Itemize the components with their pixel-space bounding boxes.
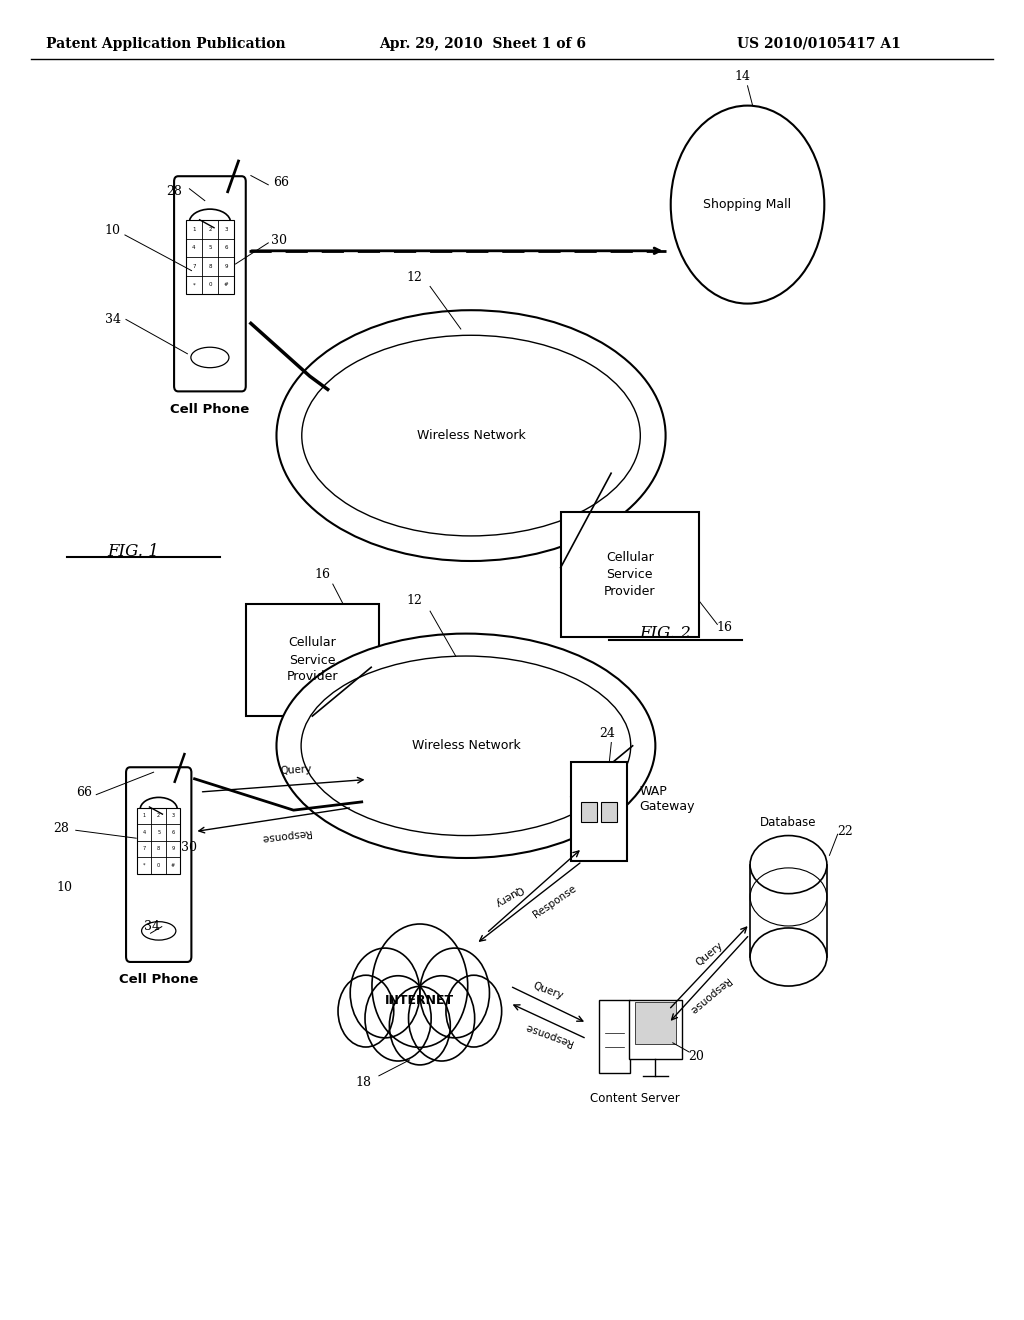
Text: 5: 5 (157, 830, 161, 834)
Text: Cell Phone: Cell Phone (170, 403, 250, 416)
Bar (601, 801, 617, 822)
Ellipse shape (190, 347, 229, 368)
Text: *: * (193, 282, 196, 288)
Text: 3: 3 (172, 813, 175, 818)
Text: Response: Response (260, 828, 311, 843)
Circle shape (389, 986, 451, 1065)
Text: 30: 30 (270, 234, 287, 247)
Text: Query: Query (493, 883, 525, 908)
Text: INTERNET: INTERNET (385, 994, 455, 1007)
Text: 2: 2 (208, 227, 212, 232)
Text: US 2010/0105417 A1: US 2010/0105417 A1 (737, 37, 901, 50)
Text: Wireless Network: Wireless Network (412, 739, 520, 752)
Bar (599, 1001, 630, 1072)
Text: 14: 14 (734, 70, 751, 83)
Text: 0: 0 (208, 282, 212, 288)
Text: 6: 6 (224, 246, 227, 251)
Text: *: * (143, 863, 145, 869)
Ellipse shape (276, 634, 655, 858)
Text: FIG. 1: FIG. 1 (108, 544, 159, 560)
Text: 9: 9 (224, 264, 227, 269)
Text: 30: 30 (181, 841, 198, 854)
Text: Cellular
Service
Provider: Cellular Service Provider (604, 550, 655, 598)
Circle shape (420, 948, 489, 1038)
Bar (581, 801, 597, 822)
FancyBboxPatch shape (174, 177, 246, 391)
Ellipse shape (189, 209, 230, 236)
Text: 5: 5 (208, 246, 212, 251)
Text: 8: 8 (208, 264, 212, 269)
Text: Cell Phone: Cell Phone (119, 973, 199, 986)
Text: FIG. 2: FIG. 2 (640, 626, 691, 642)
Text: 7: 7 (193, 264, 196, 269)
Text: 24: 24 (599, 727, 615, 739)
Text: Query: Query (693, 940, 725, 968)
Bar (246, 605, 379, 715)
Text: 2: 2 (157, 813, 161, 818)
Text: 4: 4 (193, 246, 196, 251)
Text: 28: 28 (53, 822, 70, 836)
Text: WAP
Gateway: WAP Gateway (639, 784, 695, 813)
Text: 20: 20 (688, 1049, 705, 1063)
Text: 66: 66 (273, 176, 290, 189)
Text: Database: Database (760, 816, 817, 829)
Text: 22: 22 (837, 825, 853, 838)
Text: Wireless Network: Wireless Network (417, 429, 525, 442)
Text: Patent Application Publication: Patent Application Publication (46, 37, 286, 50)
Bar (185, 220, 234, 294)
Text: 34: 34 (104, 313, 121, 326)
Text: 0: 0 (157, 863, 161, 869)
Text: 4: 4 (142, 830, 145, 834)
Bar (571, 762, 627, 861)
Ellipse shape (140, 797, 177, 821)
Circle shape (350, 948, 420, 1038)
Text: 12: 12 (407, 594, 423, 607)
Bar (137, 808, 180, 874)
Text: 12: 12 (407, 271, 423, 284)
Text: #: # (171, 863, 175, 869)
Text: Shopping Mall: Shopping Mall (703, 198, 792, 211)
Text: Cellular
Service
Provider: Cellular Service Provider (287, 636, 338, 684)
Text: Response: Response (687, 974, 731, 1015)
Ellipse shape (750, 928, 827, 986)
Text: 9: 9 (172, 846, 175, 851)
Circle shape (671, 106, 824, 304)
Text: 10: 10 (56, 880, 73, 894)
Bar (561, 512, 698, 638)
Text: 3: 3 (224, 227, 227, 232)
Text: 16: 16 (314, 569, 331, 581)
Text: 1: 1 (193, 227, 196, 232)
Ellipse shape (302, 335, 640, 536)
Ellipse shape (301, 656, 631, 836)
Circle shape (372, 924, 468, 1048)
Text: 10: 10 (104, 224, 121, 238)
Circle shape (338, 975, 393, 1047)
Text: 28: 28 (166, 185, 182, 198)
Circle shape (409, 975, 475, 1061)
Text: 16: 16 (717, 620, 732, 634)
Text: 18: 18 (355, 1076, 372, 1089)
Circle shape (365, 975, 431, 1061)
FancyBboxPatch shape (126, 767, 191, 962)
Text: 6: 6 (172, 830, 175, 834)
Text: Apr. 29, 2010  Sheet 1 of 6: Apr. 29, 2010 Sheet 1 of 6 (379, 37, 586, 50)
Ellipse shape (750, 836, 827, 894)
Text: 66: 66 (76, 785, 92, 799)
Ellipse shape (141, 921, 176, 940)
Text: 7: 7 (142, 846, 145, 851)
Text: Content Server: Content Server (590, 1092, 680, 1105)
Ellipse shape (276, 310, 666, 561)
Bar (750, 865, 827, 957)
Text: 1: 1 (142, 813, 145, 818)
Text: 34: 34 (143, 920, 160, 933)
Text: 8: 8 (157, 846, 161, 851)
Circle shape (446, 975, 502, 1047)
Text: Response: Response (523, 1022, 573, 1047)
Text: Query: Query (531, 981, 565, 1002)
Text: Query: Query (280, 764, 312, 776)
Bar (635, 1002, 676, 1044)
Bar (629, 1001, 682, 1059)
Text: Response: Response (531, 883, 579, 920)
Text: #: # (223, 282, 228, 288)
